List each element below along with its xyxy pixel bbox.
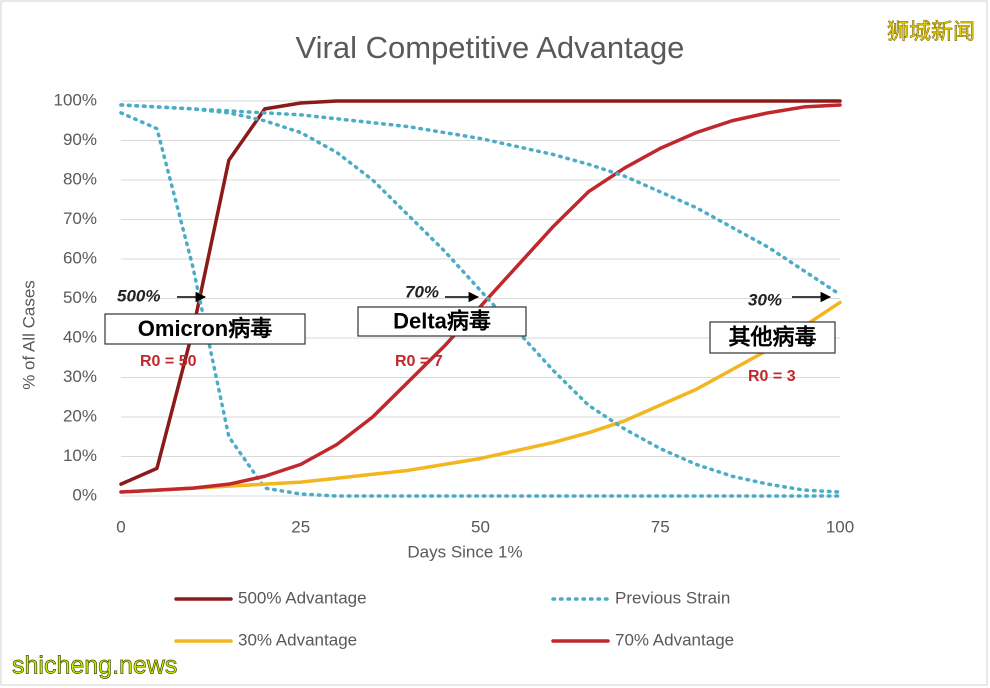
arrow-label: 500% [117, 286, 160, 305]
y-tick-label: 70% [63, 209, 97, 228]
legend-label: 70% Advantage [615, 630, 734, 649]
watermark: 狮城新闻 [887, 19, 975, 44]
y-tick-label: 10% [63, 446, 97, 465]
data-line [119, 103, 842, 494]
x-tick-label: 75 [651, 517, 670, 536]
legend-label: Previous Strain [615, 588, 730, 607]
legend-label: 30% Advantage [238, 630, 357, 649]
virus-label: Delta病毒 [393, 308, 491, 333]
y-tick-label: 20% [63, 406, 97, 425]
arrow-label: 30% [748, 290, 782, 309]
data-line [119, 111, 842, 498]
watermark: shicheng.news [12, 652, 177, 680]
x-tick-label: 25 [291, 517, 310, 536]
y-tick-label: 90% [63, 130, 97, 149]
y-tick-label: 100% [54, 90, 97, 109]
virus-label: Omicron病毒 [138, 316, 272, 341]
label-box [104, 313, 306, 345]
x-axis-title: Days Since 1% [407, 542, 522, 561]
label-box [357, 306, 527, 337]
y-tick-label: 0% [72, 485, 97, 504]
legend: 500% Advantage Previous Strain 30% Advanta… [174, 588, 734, 649]
r0-label: R0 = 3 [748, 368, 796, 385]
x-tick-label: 50 [471, 517, 490, 536]
r0-label: R0 = 7 [395, 353, 443, 370]
data-line [119, 300, 842, 494]
y-tick-label: 50% [63, 288, 97, 307]
arrow-label: 70% [405, 282, 439, 301]
r0-label: R0 = 50 [140, 353, 197, 370]
virus-label: 其他病毒 [728, 324, 816, 349]
x-tick-label: 100 [826, 517, 854, 536]
y-tick-label: 40% [63, 327, 97, 346]
y-tick-label: 60% [63, 248, 97, 267]
data-line [119, 103, 842, 494]
chart-title: Viral Competitive Advantage [296, 30, 685, 65]
data-line [119, 99, 842, 486]
y-tick-label: 80% [63, 169, 97, 188]
y-axis-title: % of All Cases [19, 280, 38, 390]
x-tick-label: 0 [116, 517, 125, 536]
data-line [119, 103, 842, 297]
legend-label: 500% Advantage [238, 588, 367, 607]
plot-area: 0% 10% 20% 30% 40% 50% 60% 70% 80% 90% 100% 0 25 50 75… [54, 90, 855, 536]
label-box [709, 321, 836, 354]
y-tick-label: 30% [63, 367, 97, 386]
